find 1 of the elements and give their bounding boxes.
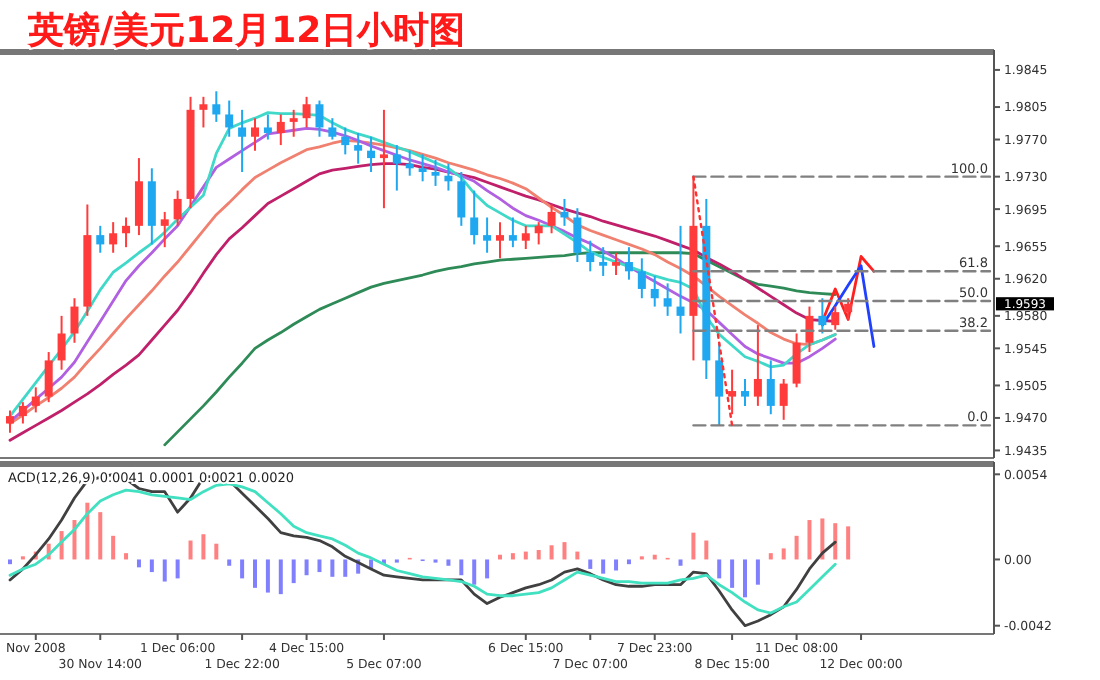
chart-title: 英镑/美元12月12日小时图 xyxy=(26,10,466,52)
